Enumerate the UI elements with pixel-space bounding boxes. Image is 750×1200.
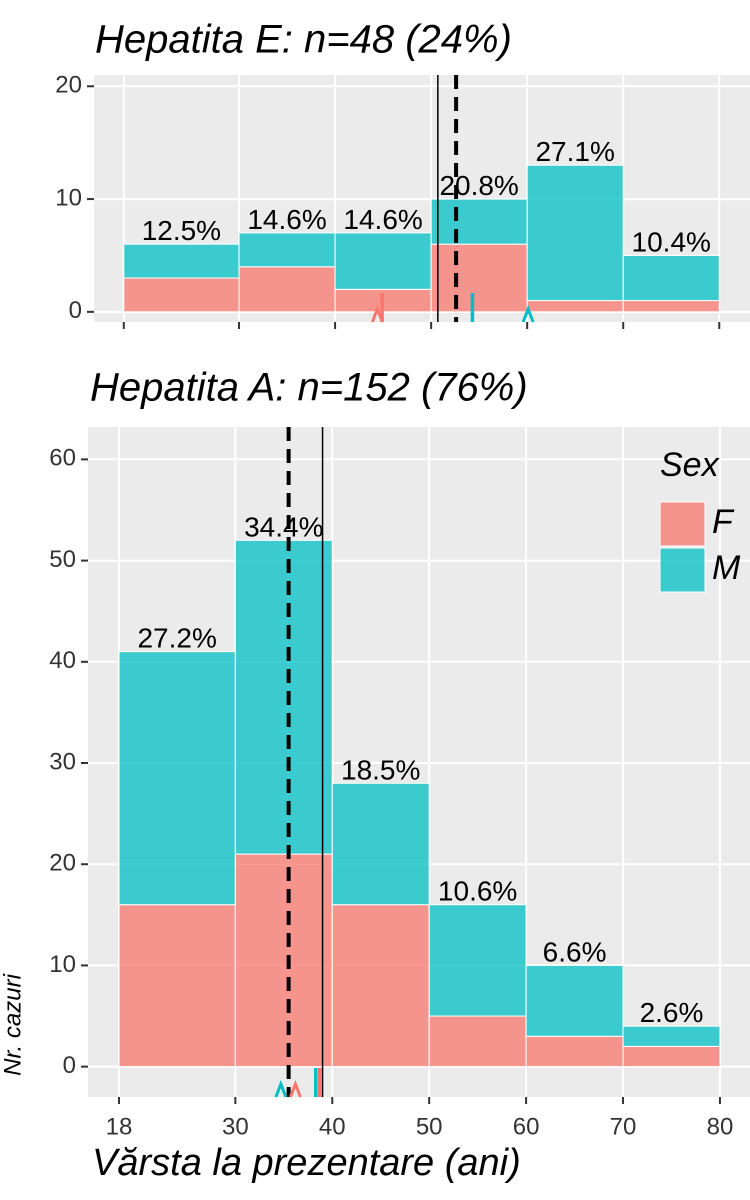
percent-label: 27.1% bbox=[535, 136, 614, 167]
percent-label: 27.2% bbox=[137, 623, 216, 654]
rug-marker bbox=[289, 1079, 302, 1098]
bar bbox=[526, 300, 624, 313]
percent-label: 14.6% bbox=[247, 204, 326, 235]
x-tick-label: 40 bbox=[319, 1113, 346, 1140]
bar bbox=[526, 164, 624, 302]
percent-label: 20.8% bbox=[439, 170, 518, 201]
bar bbox=[622, 254, 720, 302]
x-tick-label: 70 bbox=[610, 1113, 637, 1140]
bar bbox=[525, 964, 624, 1037]
y-tick-label: 10 bbox=[55, 184, 82, 211]
y-tick-label: 20 bbox=[55, 72, 82, 99]
percent-label: 10.6% bbox=[438, 876, 517, 907]
bar bbox=[234, 853, 333, 1068]
x-tick-label: 60 bbox=[513, 1113, 540, 1140]
x-tick-label: 80 bbox=[707, 1113, 734, 1140]
x-tick-label: 18 bbox=[106, 1113, 133, 1140]
x-tick-label: 50 bbox=[416, 1113, 443, 1140]
y-tick-label: 50 bbox=[49, 546, 76, 573]
legend-title: Sex bbox=[660, 446, 720, 484]
bar bbox=[430, 243, 528, 313]
bar bbox=[525, 1035, 624, 1068]
bar bbox=[622, 300, 720, 313]
chart-title: Hepatita E: n=48 (24%) bbox=[95, 18, 512, 62]
bar bbox=[118, 651, 236, 906]
y-axis-title: Nr. cazuri bbox=[0, 973, 26, 1075]
chart-title: Hepatita A: n=152 (76%) bbox=[90, 366, 528, 410]
bar bbox=[428, 1015, 527, 1068]
legend-label: F bbox=[712, 503, 735, 541]
bar bbox=[331, 782, 430, 906]
y-tick-label: 0 bbox=[63, 1052, 76, 1079]
bar bbox=[331, 904, 430, 1068]
bar bbox=[118, 904, 236, 1068]
y-tick-label: 10 bbox=[49, 951, 76, 978]
bar bbox=[334, 232, 432, 290]
percent-label: 10.4% bbox=[632, 226, 711, 257]
y-tick-label: 60 bbox=[49, 445, 76, 472]
percent-label: 18.5% bbox=[341, 754, 420, 785]
rug-marker bbox=[521, 304, 535, 323]
percent-label: 2.6% bbox=[640, 997, 704, 1028]
percent-label: 34.4% bbox=[244, 511, 323, 542]
legend-key bbox=[659, 547, 706, 593]
legend-label: M bbox=[712, 549, 741, 587]
legend-key bbox=[659, 501, 706, 547]
bar bbox=[238, 232, 336, 268]
bar bbox=[622, 1025, 721, 1047]
y-tick-label: 40 bbox=[49, 647, 76, 674]
bar bbox=[622, 1045, 721, 1068]
percent-label: 6.6% bbox=[543, 936, 607, 967]
bar bbox=[430, 198, 528, 245]
bar bbox=[428, 904, 527, 1017]
rug-marker bbox=[274, 1079, 288, 1098]
percent-label: 14.6% bbox=[343, 204, 422, 235]
x-axis-title: Vărsta la prezentare (ani) bbox=[92, 1142, 521, 1184]
y-tick-label: 0 bbox=[69, 297, 82, 324]
y-tick-label: 30 bbox=[49, 748, 76, 775]
y-tick-label: 20 bbox=[49, 850, 76, 877]
bar bbox=[234, 539, 333, 855]
bar bbox=[123, 243, 240, 279]
bar bbox=[123, 277, 240, 313]
bar bbox=[238, 266, 336, 313]
percent-label: 12.5% bbox=[142, 215, 221, 246]
x-tick-label: 30 bbox=[222, 1113, 249, 1140]
